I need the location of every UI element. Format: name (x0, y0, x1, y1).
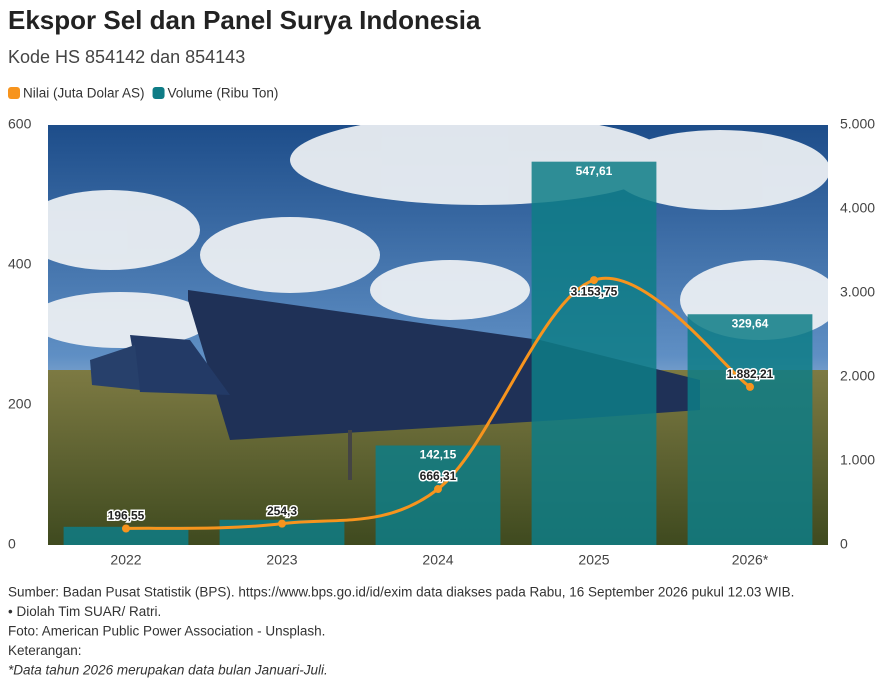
y-tick-label: 400 (8, 256, 32, 272)
bar-value-label: 329,64 (732, 316, 769, 330)
y2-tick-label: 1.000 (840, 452, 875, 468)
bar-value-label: 142,15 (420, 448, 457, 462)
y2-tick-label: 3.000 (840, 284, 875, 300)
footnote: Keterangan: (8, 643, 82, 658)
bar-value-label: 547,61 (576, 164, 613, 178)
footnote: Foto: American Public Power Association … (8, 624, 325, 639)
bar (63, 526, 189, 545)
bar (375, 445, 501, 545)
bar (687, 314, 813, 545)
y2-tick-label: 5.000 (840, 116, 875, 132)
chart-title: Ekspor Sel dan Panel Surya Indonesia (8, 5, 481, 35)
x-tick-label: 2024 (422, 552, 453, 568)
y-tick-label: 600 (8, 116, 32, 132)
line-value-label: 196,55 (108, 509, 145, 523)
footnotes: Sumber: Badan Pusat Statistik (BPS). htt… (8, 585, 794, 678)
footnote: *Data tahun 2026 merupakan data bulan Ja… (8, 663, 328, 678)
line-point (122, 524, 130, 533)
y2-tick-label: 0 (840, 536, 848, 552)
line-value-label: 3.153,75 (571, 284, 618, 298)
line-point (278, 519, 286, 528)
x-tick-label: 2026* (732, 552, 769, 568)
y2-tick-label: 4.000 (840, 200, 875, 216)
line-point (434, 485, 442, 494)
legend-label: Nilai (Juta Dolar AS) (23, 86, 145, 101)
legend: Nilai (Juta Dolar AS) Volume (Ribu Ton) (8, 86, 278, 101)
line-point (590, 276, 598, 285)
legend-swatch (152, 87, 165, 99)
bar (531, 161, 657, 545)
y2-tick-label: 2.000 (840, 368, 875, 384)
chart-subtitle: Kode HS 854142 dan 854143 (8, 47, 245, 67)
line (125, 276, 751, 530)
y-tick-label: 0 (8, 536, 16, 552)
line-point (746, 382, 754, 391)
legend-swatch (8, 87, 20, 99)
x-tick-label: 2022 (110, 552, 141, 568)
line-value-label: 666,31 (420, 469, 457, 483)
legend-label: Volume (Ribu Ton) (168, 86, 279, 101)
y-tick-label: 200 (8, 396, 32, 412)
x-tick-label: 2023 (266, 552, 297, 568)
line-value-label: 254,3 (267, 504, 297, 518)
footnote: • Diolah Tim SUAR/ Ratri. (8, 604, 161, 619)
x-tick-label: 2025 (578, 552, 609, 568)
line-value-label: 1.882,21 (727, 367, 774, 381)
footnote: Sumber: Badan Pusat Statistik (BPS). htt… (8, 585, 794, 600)
